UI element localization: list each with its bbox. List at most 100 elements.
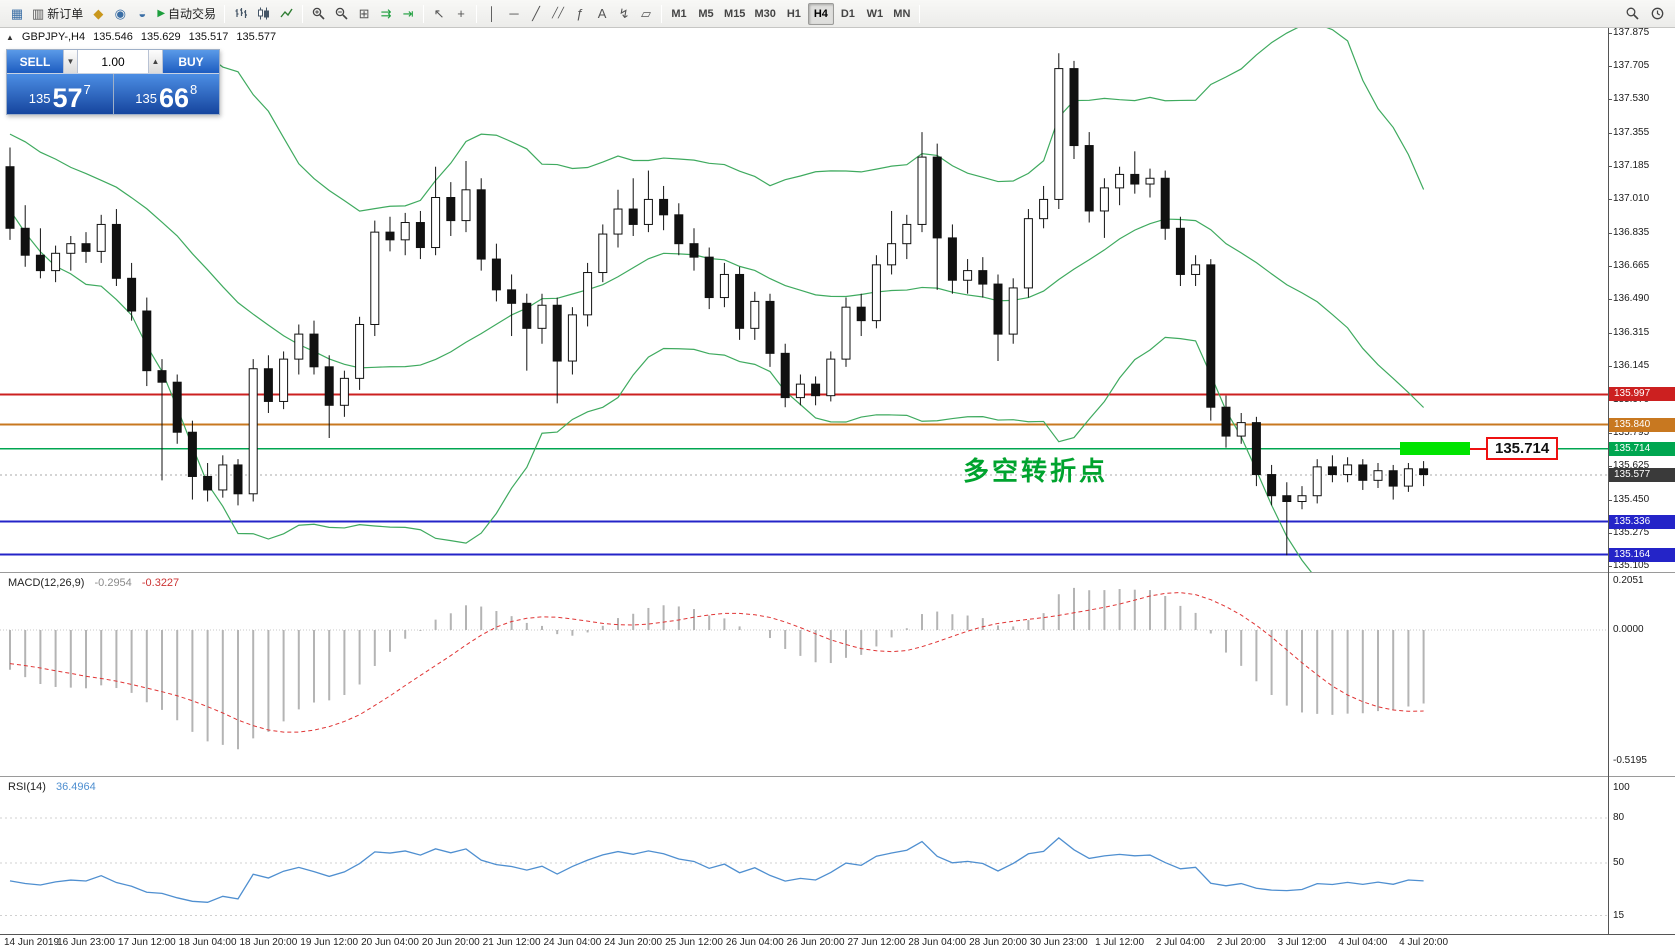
price-axis-tick [1608,499,1612,501]
highlight-price-label[interactable]: 135.714 [1486,437,1559,460]
bar-close-value: 135.577 [236,31,277,43]
macd-value: -0.2954 [94,577,132,589]
main-price-chart[interactable] [0,28,1608,573]
bollinger-middle-band [9,133,1425,408]
autotrading-button[interactable]: ▶ 自动交易 [153,3,220,25]
time-axis-label: 20 Jun 04:00 [361,937,419,948]
lot-size-input[interactable]: 1.00 [78,50,148,73]
horizontal-line-button[interactable]: ─ [503,3,525,25]
new-order-button[interactable]: ▥ 新订单 [28,3,87,25]
new-order-icon: ▥ [32,6,45,21]
price-axis-label: 135.450 [1613,493,1650,505]
tile-windows-button[interactable]: ⊞ [353,3,375,25]
line-chart-button[interactable] [275,3,298,25]
timeframe-h4-button[interactable]: H4 [807,2,834,25]
search-button[interactable] [1621,3,1644,25]
timeframe-w1-button[interactable]: W1 [866,7,884,20]
profiles-button[interactable]: ◉ [109,3,131,25]
market-watch-button[interactable]: ◆ [87,3,109,25]
buy-price-prefix: 135 [135,91,157,106]
timeframe-m1-button[interactable]: M1 [671,7,687,20]
price-axis-label: 136.315 [1613,327,1650,339]
price-axis-tick [1608,533,1612,535]
time-axis-label: 1 Jul 12:00 [1095,937,1145,948]
macd-panel-separator[interactable] [0,572,1675,573]
price-badge-135.714: 135.714 [1609,441,1675,456]
trendline-button[interactable]: ╱ [525,3,547,25]
profiles-icon: ◉ [114,6,126,21]
time-axis-label: 21 Jun 12:00 [482,937,541,948]
zoom-in-button[interactable] [307,3,330,25]
auto-scroll-icon: ⇉ [380,6,392,21]
price-axis-line [1608,28,1609,934]
rsi-value: 36.4964 [55,781,96,793]
sell-button[interactable]: SELL [7,50,63,73]
data-window-button[interactable]: ◒ [131,3,153,25]
price-axis-label: 136.145 [1613,359,1650,371]
tile-windows-icon: ⊞ [358,6,370,21]
highlight-zone-rect[interactable] [1400,442,1470,455]
timeframe-group: M1 M5 M15 M30 H1 H4 D1 W1 MN [666,2,915,25]
sell-price-button[interactable]: 135 57 7 [7,74,114,114]
timeframe-h1-button[interactable]: H1 [786,7,801,20]
rsi-panel-chart[interactable] [0,778,1608,934]
price-axis-label: 135.275 [1613,527,1650,539]
one-click-price-row: 135 57 7 135 66 8 [7,74,219,114]
time-axis-label: 27 Jun 12:00 [847,937,906,948]
arrows-button[interactable]: ↯ [613,3,635,25]
cursor-button[interactable]: ↖ [428,3,450,25]
turning-point-annotation: 多空转折点 [963,456,1109,486]
auto-scroll-button[interactable]: ⇉ [375,3,397,25]
time-axis-label: 30 Jun 23:00 [1029,937,1088,948]
timeframe-m30-button[interactable]: M30 [754,7,776,20]
crosshair-icon: + [457,6,465,21]
one-click-trading-panel: SELL ▼ 1.00 ▲ BUY 135 57 7 135 66 8 [6,49,220,115]
rsi-axis-label: 80 [1613,812,1625,823]
time-axis-label: 3 Jul 12:00 [1277,937,1327,948]
macd-panel-chart[interactable] [0,574,1608,776]
rsi-line [9,837,1424,903]
price-axis-tick [1608,233,1612,235]
rsi-panel-separator[interactable] [0,776,1675,777]
clock-icon [1651,7,1664,20]
price-axis-label: 137.355 [1613,127,1650,139]
price-axis-tick [1608,33,1612,34]
text-label-button[interactable]: A [591,3,613,25]
lot-decrease-button[interactable]: ▼ [63,50,78,73]
timeframe-m5-button[interactable]: M5 [698,7,714,20]
price-axis-label: 136.665 [1613,259,1650,271]
timeframe-m15-button[interactable]: M15 [724,7,746,20]
time-axis-label: 24 Jun 04:00 [543,937,602,948]
price-badge-135.336: 135.336 [1609,514,1675,529]
lot-increase-button[interactable]: ▲ [148,50,163,73]
buy-button[interactable]: BUY [163,50,219,73]
time-axis-label: 2 Jul 04:00 [1155,937,1205,948]
timeframe-d1-button[interactable]: D1 [840,7,855,20]
collapse-panel-icon[interactable]: ▲ [6,32,14,42]
toolbar-separator [423,4,425,23]
bar-low-value: 135.517 [188,31,229,43]
new-chart-button[interactable]: ▦ [6,3,28,25]
price-axis-label: 135.105 [1613,559,1650,571]
fibonacci-button[interactable]: ƒ [569,3,591,25]
new-chart-icon: ▦ [10,6,24,21]
zoom-in-icon [312,7,325,20]
timeframe-mn-button[interactable]: MN [893,7,911,20]
buy-price-button[interactable]: 135 66 8 [113,74,219,114]
vertical-line-button[interactable]: │ [481,3,503,25]
time-axis-label: 4 Jul 04:00 [1338,937,1388,948]
bar-chart-button[interactable] [229,3,252,25]
crosshair-button[interactable]: + [450,3,472,25]
price-axis-label: 136.835 [1613,227,1650,239]
time-axis-label: 20 Jun 20:00 [421,937,480,948]
candlestick-chart-icon [258,7,270,20]
zoom-out-button[interactable] [330,3,353,25]
channel-button[interactable]: ╱╱ [547,3,569,25]
fibonacci-icon: ƒ [576,6,584,21]
candlestick-chart-button[interactable] [252,3,275,25]
macd-indicator-label: MACD(12,26,9) -0.2954 -0.3227 [8,577,179,589]
clock-button[interactable] [1646,3,1669,25]
shapes-button[interactable]: ▱ [635,3,657,25]
chart-shift-button[interactable]: ⇥ [397,3,419,25]
time-axis-label: 19 Jun 12:00 [300,937,359,948]
